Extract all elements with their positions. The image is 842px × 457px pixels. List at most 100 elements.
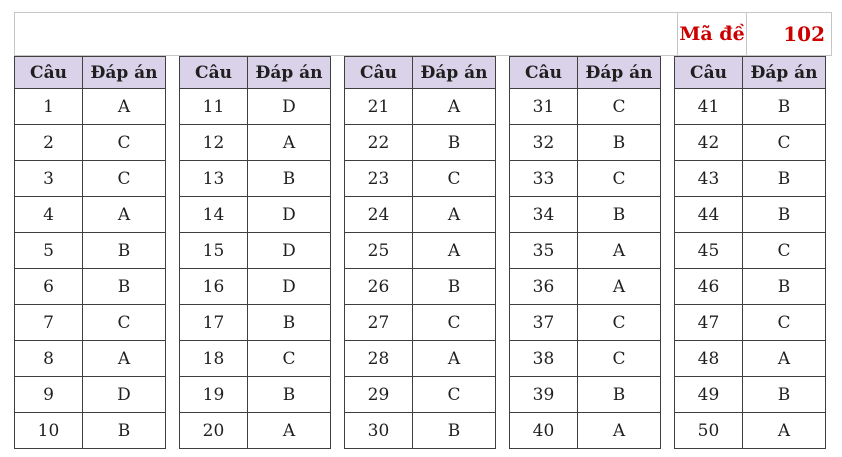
answer-letter: B bbox=[742, 160, 826, 197]
answer-row: 17 B bbox=[179, 304, 331, 341]
exam-code-row-spacer bbox=[15, 13, 678, 55]
question-number: 12 bbox=[179, 124, 248, 161]
answer-row: 34 B bbox=[509, 196, 661, 233]
question-number: 20 bbox=[179, 412, 248, 449]
answer-column-header: Đáp án bbox=[742, 56, 826, 89]
answer-table-header-row: Câu Đáp án bbox=[509, 56, 661, 89]
answer-row: 39 B bbox=[509, 376, 661, 413]
question-number: 38 bbox=[509, 340, 578, 377]
answer-row: 18 C bbox=[179, 340, 331, 377]
question-number: 1 bbox=[14, 88, 83, 125]
answer-letter: C bbox=[412, 304, 496, 341]
question-number: 36 bbox=[509, 268, 578, 305]
answer-letter: B bbox=[247, 304, 331, 341]
question-number: 4 bbox=[14, 196, 83, 233]
answer-row: 14 D bbox=[179, 196, 331, 233]
answer-letter: B bbox=[742, 196, 826, 233]
question-number: 11 bbox=[179, 88, 248, 125]
answer-letter: B bbox=[247, 376, 331, 413]
exam-code-label: Mã đề bbox=[678, 13, 747, 55]
question-number: 14 bbox=[179, 196, 248, 233]
answer-letter: C bbox=[577, 304, 661, 341]
answer-row: 19 B bbox=[179, 376, 331, 413]
answer-letter: B bbox=[82, 412, 166, 449]
answer-row: 11 D bbox=[179, 88, 331, 125]
answer-letter: A bbox=[742, 340, 826, 377]
answer-row: 26 B bbox=[344, 268, 496, 305]
answer-letter: C bbox=[82, 160, 166, 197]
answer-letter: C bbox=[412, 376, 496, 413]
answer-row: 5 B bbox=[14, 232, 166, 269]
answer-letter: B bbox=[577, 124, 661, 161]
answer-table-header-row: Câu Đáp án bbox=[344, 56, 496, 89]
answer-table: Câu Đáp án 41 B 42 C 43 B 44 B 45 C 46 B… bbox=[674, 56, 826, 449]
question-number: 13 bbox=[179, 160, 248, 197]
question-number: 17 bbox=[179, 304, 248, 341]
answer-row: 43 B bbox=[674, 160, 826, 197]
answer-letter: B bbox=[82, 232, 166, 269]
answer-letter: D bbox=[247, 88, 331, 125]
answer-letter: B bbox=[742, 376, 826, 413]
question-number: 9 bbox=[14, 376, 83, 413]
answer-table: Câu Đáp án 1 A 2 C 3 C 4 A 5 B 6 B 7 C 8… bbox=[14, 56, 166, 449]
question-number: 32 bbox=[509, 124, 578, 161]
answer-row: 50 A bbox=[674, 412, 826, 449]
answer-letter: A bbox=[577, 412, 661, 449]
answer-letter: B bbox=[577, 196, 661, 233]
answer-row: 30 B bbox=[344, 412, 496, 449]
answer-row: 42 C bbox=[674, 124, 826, 161]
answer-letter: A bbox=[577, 268, 661, 305]
answer-letter: C bbox=[412, 160, 496, 197]
answer-row: 1 A bbox=[14, 88, 166, 125]
answer-row: 15 D bbox=[179, 232, 331, 269]
answer-row: 25 A bbox=[344, 232, 496, 269]
answer-letter: C bbox=[742, 304, 826, 341]
exam-code-row: Mã đề 102 bbox=[14, 12, 832, 56]
question-column-header: Câu bbox=[509, 56, 578, 89]
answer-letter: B bbox=[742, 268, 826, 305]
answer-row: 49 B bbox=[674, 376, 826, 413]
answer-letter: A bbox=[82, 88, 166, 125]
answer-table: Câu Đáp án 31 C 32 B 33 C 34 B 35 A 36 A… bbox=[509, 56, 661, 449]
exam-code-value: 102 bbox=[783, 22, 825, 46]
question-column-header: Câu bbox=[179, 56, 248, 89]
answer-table-header-row: Câu Đáp án bbox=[179, 56, 331, 89]
answer-letter: C bbox=[577, 88, 661, 125]
answer-row: 2 C bbox=[14, 124, 166, 161]
answer-column-header: Đáp án bbox=[412, 56, 496, 89]
question-number: 30 bbox=[344, 412, 413, 449]
answer-row: 13 B bbox=[179, 160, 331, 197]
answer-letter: D bbox=[247, 232, 331, 269]
answer-row: 38 C bbox=[509, 340, 661, 377]
question-number: 34 bbox=[509, 196, 578, 233]
question-number: 26 bbox=[344, 268, 413, 305]
question-number: 50 bbox=[674, 412, 743, 449]
answer-letter: B bbox=[82, 268, 166, 305]
answer-row: 24 A bbox=[344, 196, 496, 233]
answer-tables: Câu Đáp án 1 A 2 C 3 C 4 A 5 B 6 B 7 C 8… bbox=[14, 56, 826, 449]
answer-table-header-row: Câu Đáp án bbox=[674, 56, 826, 89]
question-number: 49 bbox=[674, 376, 743, 413]
answer-letter: C bbox=[742, 232, 826, 269]
answer-row: 47 C bbox=[674, 304, 826, 341]
question-number: 22 bbox=[344, 124, 413, 161]
question-number: 39 bbox=[509, 376, 578, 413]
answer-row: 7 C bbox=[14, 304, 166, 341]
question-number: 21 bbox=[344, 88, 413, 125]
answer-row: 22 B bbox=[344, 124, 496, 161]
answer-letter: A bbox=[412, 340, 496, 377]
question-number: 25 bbox=[344, 232, 413, 269]
answer-letter: C bbox=[742, 124, 826, 161]
answer-table: Câu Đáp án 11 D 12 A 13 B 14 D 15 D 16 D… bbox=[179, 56, 331, 449]
question-number: 48 bbox=[674, 340, 743, 377]
answer-row: 37 C bbox=[509, 304, 661, 341]
answer-row: 8 A bbox=[14, 340, 166, 377]
answer-table-header-row: Câu Đáp án bbox=[14, 56, 166, 89]
answer-letter: C bbox=[577, 340, 661, 377]
answer-row: 20 A bbox=[179, 412, 331, 449]
question-column-header: Câu bbox=[674, 56, 743, 89]
answer-row: 33 C bbox=[509, 160, 661, 197]
answer-letter: B bbox=[577, 376, 661, 413]
answer-row: 6 B bbox=[14, 268, 166, 305]
answer-row: 35 A bbox=[509, 232, 661, 269]
